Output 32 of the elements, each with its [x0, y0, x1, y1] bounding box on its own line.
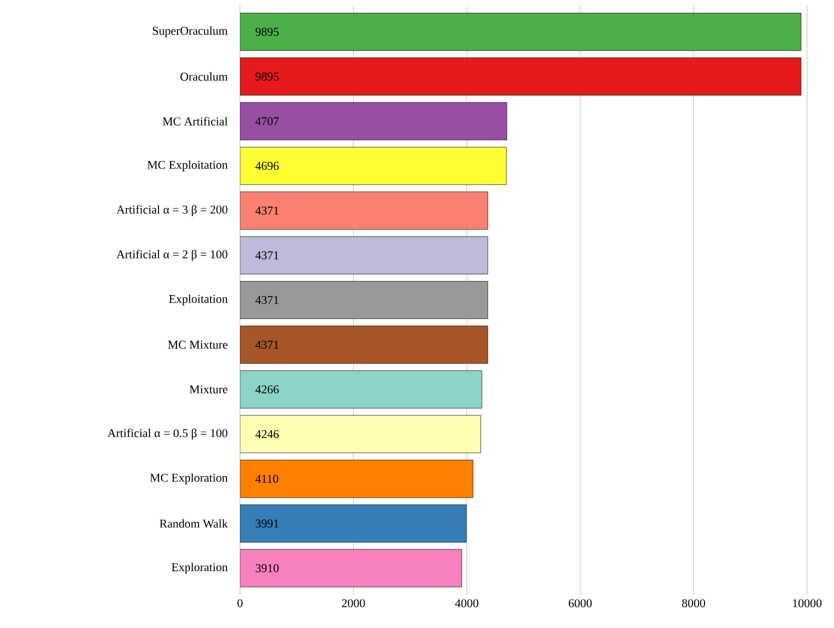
data-label: 4110: [255, 474, 278, 483]
data-label: 4246: [255, 430, 279, 438]
data-label: 9895: [256, 28, 279, 36]
data-label: 4371: [255, 296, 278, 304]
data-label: 4371: [255, 206, 278, 215]
y-tick-label: Mixture: [190, 385, 228, 394]
y-tick-label: Exploration: [172, 562, 228, 574]
y-tick-label: Artificial α = 2 β = 100: [116, 250, 228, 261]
y-tick-label: MC Mixture: [168, 340, 228, 349]
y-tick-label: Exploitation: [169, 294, 228, 306]
x-tick-label: 2000: [342, 599, 365, 608]
x-tick-label: 10000: [793, 599, 822, 608]
y-tick-label: MC Exploitation: [147, 160, 228, 172]
y-tick-label: Artificial α = 3 β = 200: [116, 205, 228, 216]
y-tick-label: Random Walk: [160, 519, 228, 528]
y-tick-label: MC Exploration: [150, 473, 228, 484]
x-tick-label: 0: [237, 599, 243, 608]
data-label: 3910: [256, 564, 279, 572]
y-tick-label: Artificial α = 0.5 β = 100: [107, 428, 228, 440]
y-tick-label: SuperOraculum: [152, 26, 228, 38]
data-label: 4707: [255, 117, 279, 126]
data-label: 3991: [256, 519, 278, 528]
data-label: 4266: [255, 385, 279, 394]
x-tick-label: 8000: [682, 599, 706, 608]
y-tick-label: Oraculum: [180, 72, 228, 81]
x-tick-label: 6000: [568, 599, 592, 608]
data-label: 4371: [255, 340, 278, 349]
x-tick-label: 4000: [455, 599, 478, 608]
data-label: 4696: [255, 162, 279, 170]
data-label: 9895: [256, 72, 279, 81]
y-tick-label: MC Artificial: [162, 116, 228, 126]
data-label: 4371: [255, 251, 278, 260]
